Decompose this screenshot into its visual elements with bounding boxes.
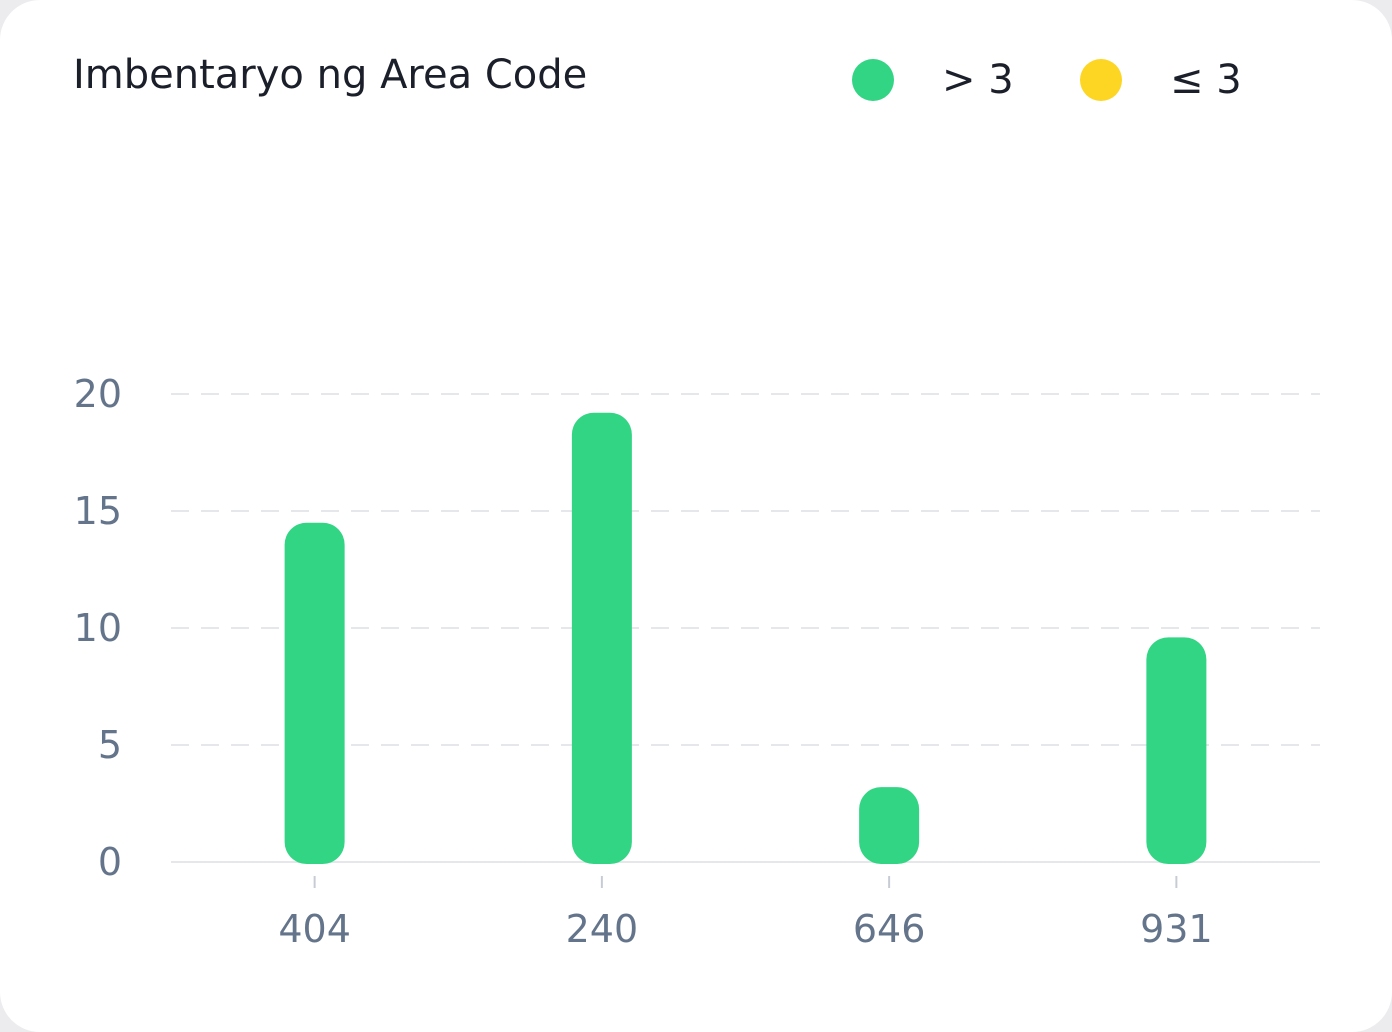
legend-item-below-threshold[interactable]: ≤ 3	[1080, 52, 1242, 108]
x-tick-label: 931	[1140, 907, 1213, 951]
legend-swatch-below	[1080, 59, 1122, 101]
legend-label-below: ≤ 3	[1170, 57, 1242, 103]
y-tick-label: 5	[98, 723, 122, 767]
y-tick-label: 15	[74, 489, 122, 533]
x-tick-label: 240	[566, 907, 639, 951]
chart-title: Imbentaryo ng Area Code	[73, 52, 588, 98]
legend-label-above: > 3	[942, 57, 1014, 103]
y-tick-label: 10	[74, 606, 122, 650]
bar-240[interactable]	[571, 412, 632, 864]
grid-lines	[171, 393, 1320, 863]
y-axis-ticks: 0 5 10 15 20	[74, 372, 122, 884]
x-axis-ticks: 404 240 646 931	[278, 876, 1213, 951]
bar-931[interactable]	[1146, 637, 1207, 864]
y-tick-label: 0	[98, 840, 122, 884]
bar-646[interactable]	[859, 787, 920, 864]
legend-item-above-threshold[interactable]: > 3	[852, 52, 1014, 108]
y-tick-label: 20	[74, 372, 122, 416]
bar-404[interactable]	[284, 522, 345, 864]
bars	[284, 412, 1207, 864]
x-tick-label: 404	[278, 907, 351, 951]
x-tick-label: 646	[853, 907, 926, 951]
legend-swatch-above	[852, 59, 894, 101]
